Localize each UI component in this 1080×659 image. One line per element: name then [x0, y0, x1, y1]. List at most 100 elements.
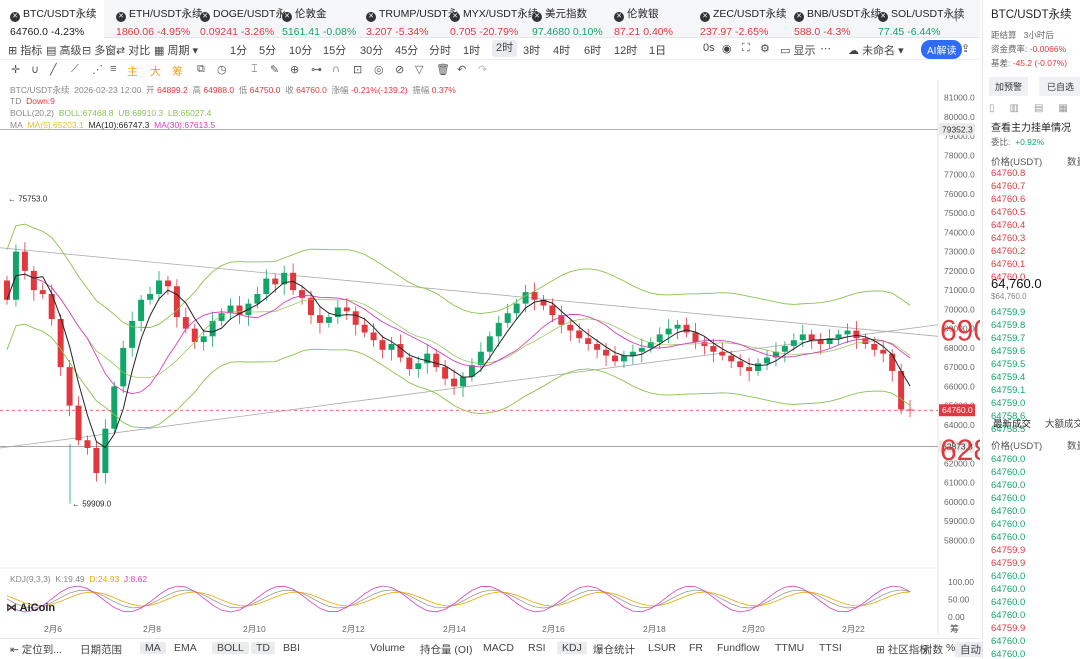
sub-indicator-5[interactable]: 爆仓统计 — [593, 644, 635, 656]
multi-window-button[interactable]: ⊟ 多窗 — [82, 45, 117, 57]
sub-indicator-4[interactable]: KDJ — [557, 642, 587, 654]
indicator-bbi[interactable]: BBI — [283, 642, 300, 654]
ticker-item[interactable]: ✕ SOL/USDT永续 77.45 -6.44% — [868, 0, 971, 38]
more-icon[interactable]: ⋯ — [820, 43, 831, 55]
interval-13[interactable]: 1日 — [649, 45, 667, 57]
zoom-icon[interactable]: ⊕ — [290, 64, 300, 76]
ray-icon[interactable]: ⟋ — [71, 63, 79, 75]
ask-row[interactable]: 64760.5 — [991, 207, 1026, 218]
sub-indicator-0[interactable]: Volume — [370, 642, 406, 654]
ticker-item[interactable]: ✕ TRUMP/USDT永 3.207 -5.34% — [356, 0, 464, 38]
interval-1[interactable]: 5分 — [259, 45, 277, 57]
bid-row[interactable]: 64759.0 — [991, 398, 1026, 409]
link-icon[interactable]: ⊘ — [395, 64, 405, 76]
curve-icon[interactable]: ∪ — [31, 64, 40, 76]
text-icon[interactable]: ⌶ — [251, 63, 258, 75]
interval-9[interactable]: 3时 — [523, 45, 541, 57]
ask-row[interactable]: 64760.4 — [991, 220, 1026, 231]
ruler-icon[interactable]: ⊶ — [311, 64, 322, 76]
cursor-cross-icon[interactable]: ✛ — [11, 64, 21, 76]
layout-name-button[interactable]: ☁ 未命名 ▾ — [848, 45, 904, 57]
interval-0[interactable]: 1分 — [230, 45, 248, 57]
bid-row[interactable]: 64758.6 — [991, 411, 1026, 422]
display-button[interactable]: ▭ 显示 — [780, 45, 816, 57]
locate-button[interactable]: ⇤ 定位到... — [10, 644, 62, 656]
ask-row[interactable]: 64760.8 — [991, 168, 1026, 179]
community-indicators-button[interactable]: ⊞ 社区指标 — [876, 644, 930, 656]
interval-12[interactable]: 12时 — [614, 45, 638, 57]
ask-row[interactable]: 64760.2 — [991, 246, 1026, 257]
ticker-item[interactable]: ✕ BNB/USDT永续 588.0 -4.3% — [784, 0, 887, 38]
ticker-item[interactable]: ✕ MYX/USDT永续 0.705 -20.79% — [440, 0, 544, 38]
clock-icon[interactable]: ◷ — [217, 64, 227, 76]
main-force-tool[interactable]: 主 — [127, 66, 138, 78]
magnet-icon[interactable]: ∩ — [332, 63, 340, 75]
interval-5[interactable]: 45分 — [395, 45, 419, 57]
copy-icon[interactable]: ⧉ — [197, 63, 205, 75]
zero-seconds[interactable]: 0s — [703, 42, 715, 54]
bid-row[interactable]: 64759.5 — [991, 359, 1026, 370]
sub-indicator-3[interactable]: RSI — [528, 642, 546, 654]
tab-latest-trades[interactable]: 最新成交 — [993, 419, 1032, 430]
indicator-boll[interactable]: BOLL — [212, 642, 249, 654]
channel-icon[interactable]: ≡ — [110, 63, 117, 75]
advanced-button[interactable]: ▤ 高级 — [46, 45, 82, 57]
ma-legend[interactable]: MA MA(5):65203.1 MA(10):66747.3 MA(30):6… — [10, 120, 216, 130]
tab-large-trades[interactable]: 大额成交 — [1045, 419, 1080, 430]
ticker-item[interactable]: ✕ 美元指数 97.4680 0.10% — [522, 0, 609, 38]
price-chart[interactable]: 81000.0 80000.0 79000.0 78000.0 77000.0 76000… — [0, 80, 1023, 640]
ask-row[interactable]: 64760.6 — [991, 194, 1026, 205]
kdj-legend[interactable]: KDJ(9,3,3) K:19.49 D:24.93 J:8.62 — [10, 574, 148, 584]
ticker-item[interactable]: ✕ DOGE/USDT永 0.09241 -3.26% — [190, 0, 292, 38]
chart-canvas[interactable]: 81000.0 80000.0 79000.0 78000.0 77000.0 76000… — [0, 80, 1023, 640]
interval-4[interactable]: 30分 — [360, 45, 384, 57]
add-alert-button[interactable]: 加预警 — [989, 77, 1029, 96]
ticker-item[interactable]: ✕ BTC/USDT永续 64760.0 -4.23% — [0, 0, 104, 38]
ai-button[interactable]: AI解读 — [921, 40, 963, 59]
ask-row[interactable]: 64760.1 — [991, 259, 1026, 270]
interval-2[interactable]: 10分 — [289, 45, 313, 57]
depth-title[interactable]: 查看主力挂单情况 — [991, 123, 1071, 134]
bid-row[interactable]: 64759.1 — [991, 385, 1026, 396]
sub-indicator-10[interactable]: TTSI — [819, 642, 842, 654]
sub-indicator-9[interactable]: TTMU — [775, 642, 805, 654]
interval-selector[interactable]: ▦ 周期 ▾ — [154, 45, 199, 57]
sub-indicator-1[interactable]: 持仓量 (OI) — [420, 644, 473, 656]
bid-row[interactable]: 64758.5 — [991, 424, 1026, 435]
indicator-ema[interactable]: EMA — [174, 642, 197, 654]
fullscreen-icon[interactable]: ⛶ — [742, 42, 750, 54]
segment-icon[interactable]: ⋰ — [92, 64, 103, 76]
bid-row[interactable]: 64759.4 — [991, 372, 1026, 383]
eye-icon[interactable]: ◎ — [374, 64, 384, 76]
ask-row[interactable]: 64760.3 — [991, 233, 1026, 244]
tools-icon[interactable]: ⚙ — [760, 43, 770, 55]
filter-icon[interactable]: ▽ — [415, 64, 424, 76]
interval-6[interactable]: 分时 — [429, 45, 451, 57]
compare-button[interactable]: ⇄ 对比 — [116, 45, 151, 57]
ask-row[interactable]: 64760.0 — [991, 272, 1026, 283]
bid-row[interactable]: 64759.6 — [991, 346, 1026, 357]
auto-scale-toggle[interactable]: 自动 — [955, 642, 986, 657]
bid-row[interactable]: 64759.8 — [991, 320, 1026, 331]
bid-row[interactable]: 64759.9 — [991, 307, 1026, 318]
indicator-td[interactable]: TD — [251, 642, 275, 654]
interval-7[interactable]: 1时 — [463, 45, 481, 57]
lock-icon[interactable]: ⊡ — [353, 64, 363, 76]
bid-row[interactable]: 64759.7 — [991, 333, 1026, 344]
ticker-item[interactable]: ✕ ZEC/USDT永续 237.97 -2.65% — [690, 0, 793, 38]
ticker-item[interactable]: ✕ 伦敦金 5161.41 -0.08% — [272, 0, 362, 38]
delete-icon[interactable]: 🗑 — [436, 64, 450, 76]
big-order-tool[interactable]: 大 — [150, 66, 161, 78]
interval-8[interactable]: 2时 — [492, 40, 518, 57]
add-tab-icon[interactable]: + — [952, 10, 961, 27]
indicators-button[interactable]: ⊞ 指标 — [8, 45, 43, 57]
td-legend[interactable]: TD Down:9 — [10, 96, 55, 106]
pencil-icon[interactable]: ✎ — [270, 64, 280, 76]
sub-indicator-2[interactable]: MACD — [483, 642, 514, 654]
percent-toggle[interactable]: % — [946, 642, 956, 654]
redo-icon[interactable]: ↷ — [478, 64, 488, 76]
ticker-item[interactable]: ✕ ETH/USDT永续 1860.06 -4.95% — [106, 0, 209, 38]
log-scale-toggle[interactable]: 对数 — [922, 644, 943, 656]
camera-icon[interactable]: ◉ — [722, 43, 732, 55]
sub-indicator-8[interactable]: Fundflow — [717, 642, 760, 654]
